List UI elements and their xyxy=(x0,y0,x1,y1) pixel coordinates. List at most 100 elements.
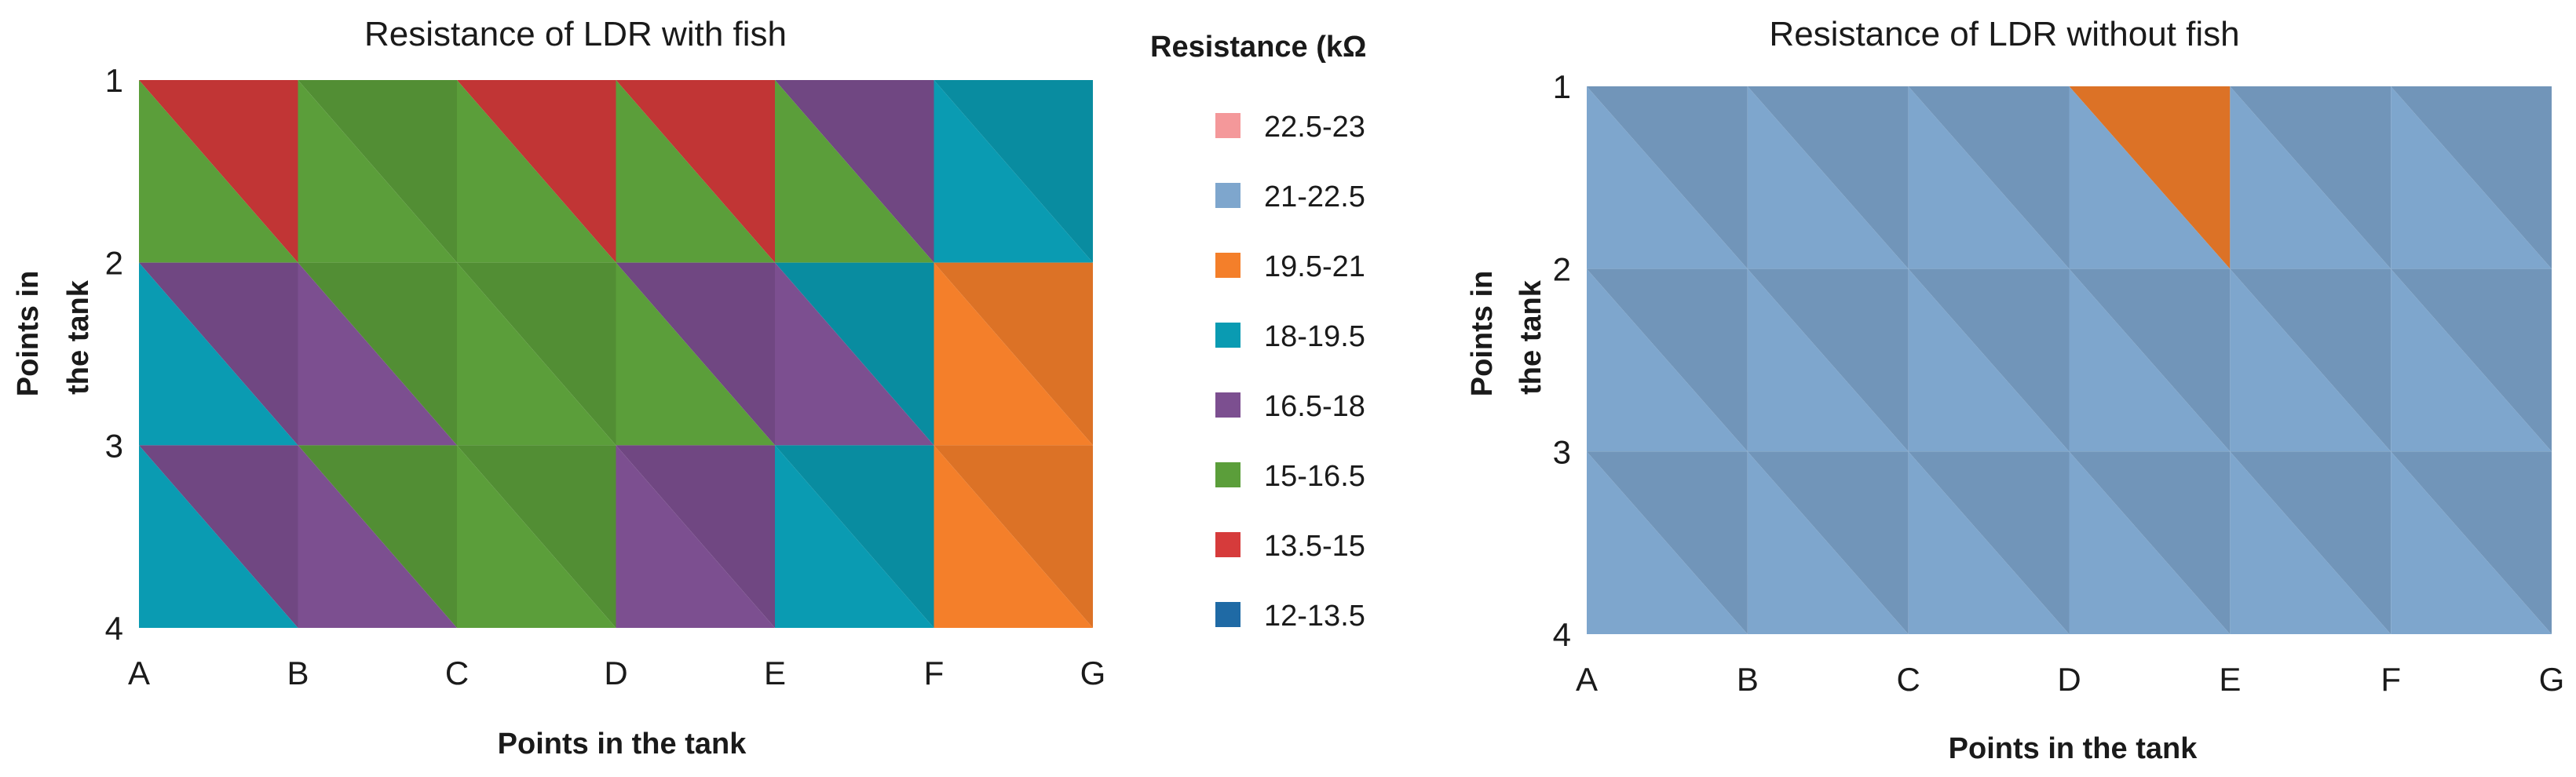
surface-facet-r3-c5-lower xyxy=(775,445,934,628)
x-axis-label-without-fish: Points in the tank xyxy=(1949,732,2198,765)
surface-facet-r1-c4-lower xyxy=(616,80,775,263)
surface-facet-r1-c6-upper xyxy=(2391,86,2552,269)
surface-facet-r3-c6-lower xyxy=(934,445,1093,628)
y-tick-1: 1 xyxy=(1553,68,1571,105)
y-tick-4: 4 xyxy=(1553,616,1571,653)
legend-label-5: 16.5-18 xyxy=(1264,390,1365,423)
surface-facet-r3-c4-lower xyxy=(616,445,775,628)
surface-facet-r3-c2-upper xyxy=(298,445,457,628)
surface-facet-r1-c4-lower xyxy=(2069,86,2231,269)
chart-title-with-fish: Resistance of LDR with fish xyxy=(364,15,787,53)
legend-label-2: 21-22.5 xyxy=(1264,181,1365,213)
surface-facet-r1-c2-lower xyxy=(1747,86,1909,269)
legend-swatch-2 xyxy=(1215,183,1240,208)
legend-swatch-7 xyxy=(1215,532,1240,557)
surface-facet-r2-c3-upper xyxy=(1908,268,2070,452)
surface-facet-r1-c5-lower xyxy=(2230,86,2391,269)
x-tick-F: F xyxy=(2381,661,2401,698)
x-tick-E: E xyxy=(764,655,786,691)
legend-label-6: 15-16.5 xyxy=(1264,460,1365,493)
surface-facet-r3-c3-lower xyxy=(1908,451,2070,634)
surface-facet-r1-c6-lower xyxy=(2391,86,2552,269)
y-tick-labels-without-fish: 1 2 3 4 xyxy=(1553,68,1571,653)
surface-facet-r1-c1-lower xyxy=(139,80,298,263)
surface-facet-r3-c3-upper xyxy=(457,445,616,628)
x-tick-A: A xyxy=(128,655,150,691)
y-tick-3: 3 xyxy=(105,427,123,464)
legend-swatch-5 xyxy=(1215,392,1240,418)
legend-label-8: 12-13.5 xyxy=(1264,600,1365,633)
surface-facet-r3-c3-lower xyxy=(457,445,616,628)
x-tick-C: C xyxy=(1896,661,1920,698)
surface-facet-r3-c3-upper xyxy=(1908,451,2070,634)
surface-facet-r3-c6-upper xyxy=(934,445,1093,628)
y-axis-label-line2-with-fish: the tank xyxy=(62,279,95,395)
surface-facet-r3-c4-lower xyxy=(2069,451,2231,634)
surface-facet-r3-c6-lower xyxy=(2391,451,2552,634)
surface-facet-r3-c4-upper xyxy=(2069,451,2231,634)
x-tick-G: G xyxy=(1080,655,1106,691)
x-tick-B: B xyxy=(287,655,309,691)
surface-facet-r2-c4-upper xyxy=(616,262,775,446)
y-tick-2: 2 xyxy=(1553,251,1571,288)
legend-swatch-6 xyxy=(1215,462,1240,487)
legend-label-7: 13.5-15 xyxy=(1264,530,1365,563)
surface-facet-r1-c5-lower xyxy=(775,80,934,263)
x-tick-C: C xyxy=(445,655,469,691)
y-tick-labels-with-fish: 1 2 3 4 xyxy=(105,62,123,647)
x-tick-A: A xyxy=(1576,661,1598,698)
legend-swatch-1 xyxy=(1215,113,1240,138)
surface-facet-r2-c3-upper xyxy=(457,262,616,446)
surface-facet-r2-c6-upper xyxy=(934,262,1093,446)
surface-facet-r2-c3-lower xyxy=(457,262,616,446)
legend: Resistance (kΩ 22.5-23 21-22.5 19.5-21 18-1… xyxy=(1150,31,1366,633)
legend-swatch-3 xyxy=(1215,253,1240,278)
surface-facet-r1-c1-upper xyxy=(1587,86,1748,269)
legend-swatch-4 xyxy=(1215,323,1240,348)
y-axis-label-line1-without-fish: Points in xyxy=(1466,271,1499,396)
x-tick-labels-without-fish: A B C D E F G xyxy=(1576,661,2564,698)
x-tick-D: D xyxy=(604,655,627,691)
x-tick-D: D xyxy=(2057,661,2081,698)
surface-facet-r3-c1-lower xyxy=(1587,451,1748,634)
surface-facet-r3-c5-upper xyxy=(2230,451,2391,634)
legend-label-3: 19.5-21 xyxy=(1264,250,1365,283)
surface-facet-r2-c1-upper xyxy=(1587,268,1748,452)
surface-facet-r2-c1-lower xyxy=(1587,268,1748,452)
surface-facet-r1-c1-lower xyxy=(1587,86,1748,269)
surface-facet-r1-c3-lower xyxy=(457,80,616,263)
y-tick-4: 4 xyxy=(105,610,123,647)
surface-facet-r3-c1-lower xyxy=(139,445,298,628)
surface-facet-r3-c1-upper xyxy=(1587,451,1748,634)
surface-facet-r2-c6-lower xyxy=(934,262,1093,446)
surface-facet-r2-c3-lower xyxy=(1908,268,2070,452)
surface-facet-r1-c3-upper xyxy=(1908,86,2070,269)
surface-facet-r3-c2-lower xyxy=(1747,451,1909,634)
surface-facet-r2-c5-upper xyxy=(2230,268,2391,452)
surface-facet-r2-c6-upper xyxy=(2391,268,2552,452)
y-tick-3: 3 xyxy=(1553,433,1571,470)
chart-with-fish: Resistance of LDR with fish 1 2 3 4 A B C D E F G… xyxy=(12,15,1105,761)
legend-swatch-8 xyxy=(1215,602,1240,627)
chart-title-without-fish: Resistance of LDR without fish xyxy=(1769,15,2239,53)
surface-facet-r3-c4-upper xyxy=(616,445,775,628)
surface-facet-r2-c5-lower xyxy=(775,262,934,446)
surface-facet-r3-c6-upper xyxy=(2391,451,2552,634)
surface-facet-r1-c4-upper xyxy=(2069,86,2231,269)
surface-facet-r2-c4-upper xyxy=(2069,268,2231,452)
surface-facet-r2-c4-lower xyxy=(616,262,775,446)
y-axis-label-line2-without-fish: the tank xyxy=(1515,279,1547,395)
surface-facet-r2-c2-lower xyxy=(298,262,457,446)
surface-facet-r2-c2-upper xyxy=(1747,268,1909,452)
chart-without-fish: Resistance of LDR without fish 1 2 3 4 A B C D… xyxy=(1466,15,2564,765)
x-tick-G: G xyxy=(2539,661,2565,698)
surface-facet-r3-c2-lower xyxy=(298,445,457,628)
surface-facet-r2-c2-upper xyxy=(298,262,457,446)
surface-facet-r2-c5-upper xyxy=(775,262,934,446)
y-axis-label-line1-with-fish: Points in xyxy=(12,271,45,396)
x-tick-labels-with-fish: A B C D E F G xyxy=(128,655,1105,691)
surface-facet-r2-c4-lower xyxy=(2069,268,2231,452)
x-tick-B: B xyxy=(1737,661,1759,698)
surface-facet-r2-c5-lower xyxy=(2230,268,2391,452)
